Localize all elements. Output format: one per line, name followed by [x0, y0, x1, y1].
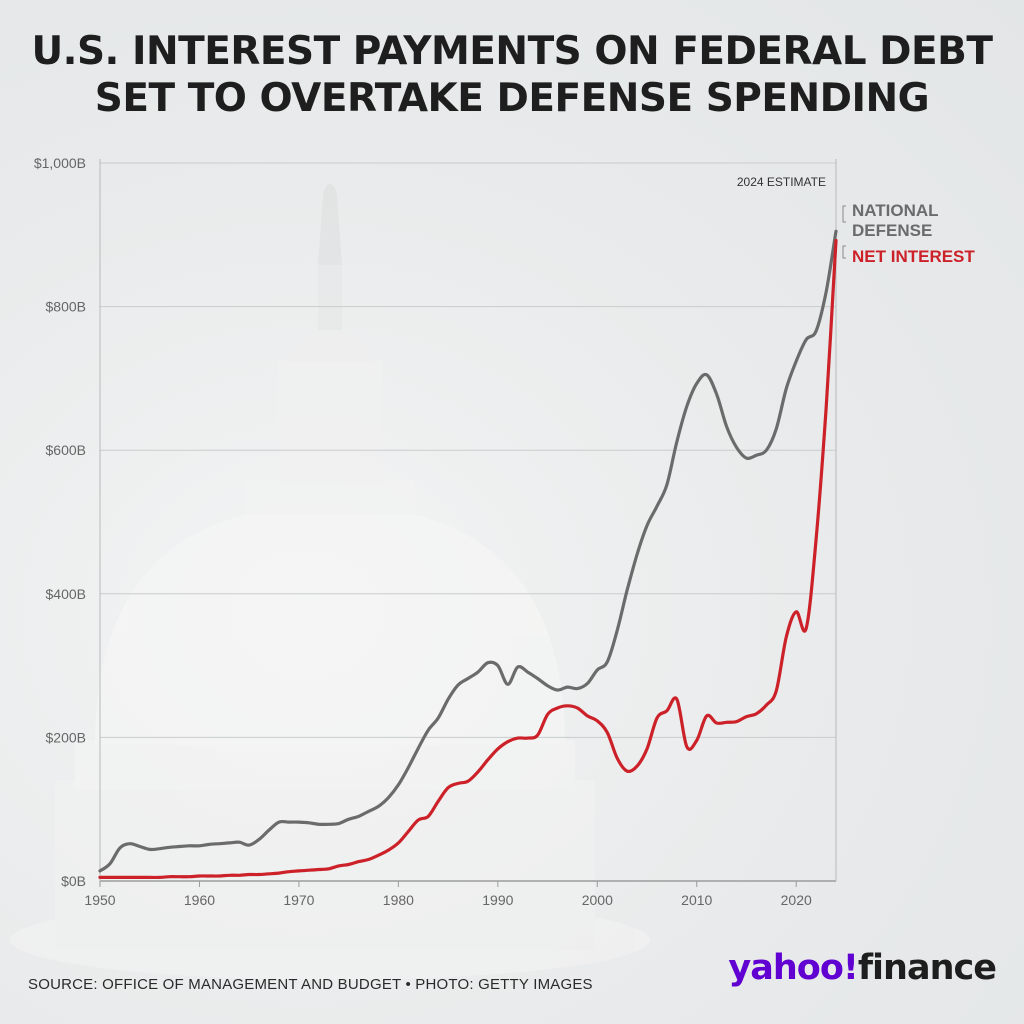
- title-line-2: SET TO OVERTAKE DEFENSE SPENDING: [94, 76, 930, 121]
- net-interest-line: [98, 238, 838, 880]
- y-tick-label: $1,000B: [34, 155, 86, 171]
- x-tick-label: 1980: [383, 892, 414, 908]
- chart-title: U.S. INTEREST PAYMENTS ON FEDERAL DEBT S…: [0, 28, 1024, 122]
- y-tick-label: $0B: [61, 873, 86, 889]
- x-tick-label: 1950: [84, 892, 115, 908]
- x-tick-label: 1970: [283, 892, 314, 908]
- x-tick-label: 1990: [482, 892, 513, 908]
- series-lines: [98, 229, 838, 880]
- y-tick-label: $400B: [46, 586, 86, 602]
- x-tick-label: 2020: [781, 892, 812, 908]
- x-tick-label: 2000: [582, 892, 613, 908]
- legend-national-defense-line-1: NATIONAL: [852, 201, 939, 220]
- national-defense-line: [98, 229, 838, 873]
- legend-net-interest: NET INTEREST: [852, 247, 975, 266]
- x-tick-label: 2010: [681, 892, 712, 908]
- y-gridlines: [100, 162, 836, 738]
- capitol-dome-illustration: [10, 183, 650, 980]
- yahoo-finance-logo: yahoo!finance: [728, 948, 997, 988]
- brand-finance: finance: [857, 948, 997, 988]
- source-credit: SOURCE: OFFICE OF MANAGEMENT AND BUDGET …: [28, 976, 593, 993]
- y-tick-label: $600B: [46, 442, 86, 458]
- y-tick-label: $200B: [46, 729, 86, 745]
- estimate-annotation: 2024 ESTIMATE: [737, 175, 826, 189]
- title-line-1: U.S. INTEREST PAYMENTS ON FEDERAL DEBT: [31, 29, 993, 74]
- legend-bracket-interest: [842, 245, 846, 259]
- y-tick-label: $800B: [46, 299, 86, 315]
- brand-yahoo: yahoo!: [728, 948, 858, 988]
- x-tick-label: 1960: [184, 892, 215, 908]
- legend-national-defense-line-2: DEFENSE: [852, 221, 932, 240]
- axis-frame: [99, 159, 837, 882]
- x-axis: 1950 1960 1970 1980 1990 2000 2010 2020: [84, 881, 812, 908]
- y-axis: $0B $200B $400B $600B $800B $1,000B: [34, 155, 86, 889]
- legend-bracket-defense: [842, 205, 846, 223]
